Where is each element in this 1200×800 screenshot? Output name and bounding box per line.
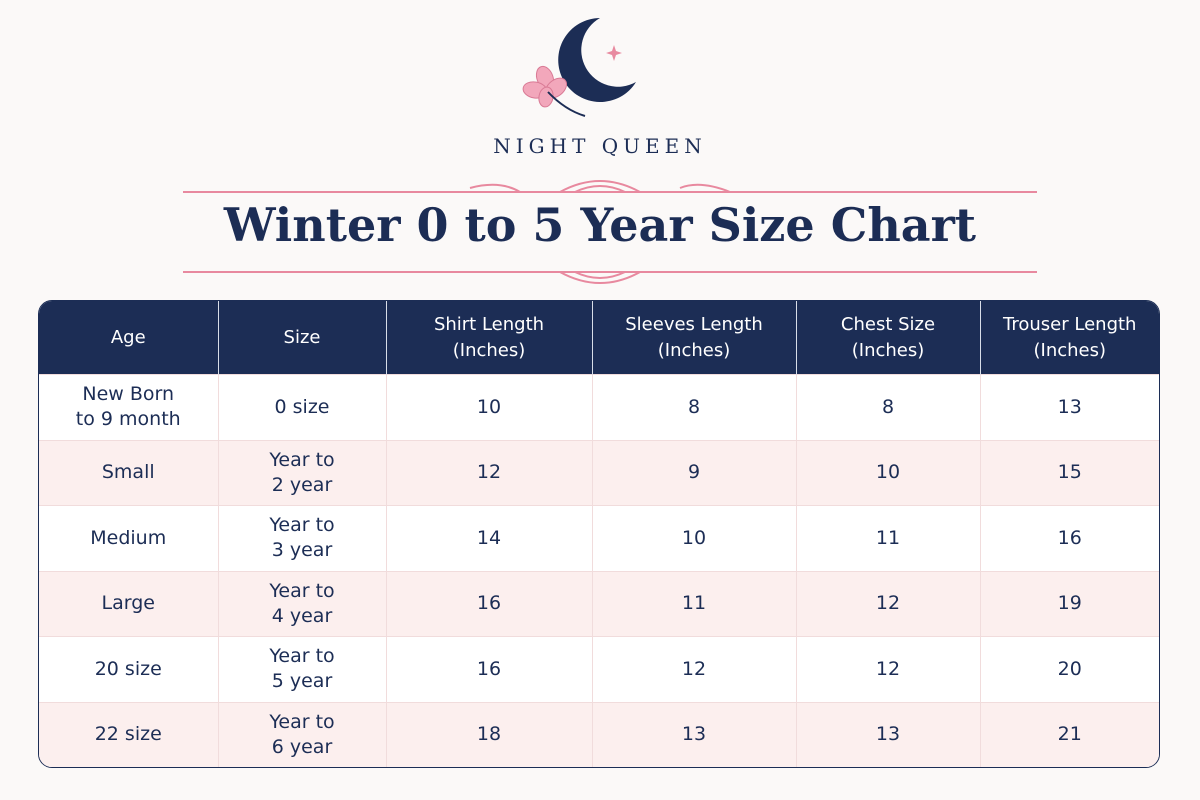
table-row: New Born to 9 month 0 size 10 8 8 13 <box>39 374 1159 441</box>
table-cell: 20 size <box>39 636 219 703</box>
table-cell: 18 <box>386 701 593 767</box>
table-cell: 16 <box>386 570 593 637</box>
table-cell: Year to 4 year <box>218 570 387 637</box>
table-cell: Medium <box>39 505 219 572</box>
table-cell: 8 <box>592 374 797 441</box>
table-cell: 10 <box>796 439 981 506</box>
table-cell: 11 <box>796 505 981 572</box>
flourish <box>559 271 641 284</box>
table-cell: 13 <box>592 701 797 767</box>
header-cell: Trouser Length (Inches) <box>980 301 1159 375</box>
table-cell: Year to 5 year <box>218 636 387 703</box>
table-cell: 11 <box>592 570 797 637</box>
table-cell: 22 size <box>39 701 219 767</box>
table-cell: 10 <box>592 505 797 572</box>
table-row: Medium Year to 3 year 14 10 11 16 <box>39 505 1159 572</box>
table-row: 22 size Year to 6 year 18 13 13 21 <box>39 701 1159 767</box>
table-cell: 12 <box>796 636 981 703</box>
star <box>606 45 622 61</box>
table-cell: New Born to 9 month <box>39 374 219 441</box>
table: Age Size Shirt Length (Inches) Sleeves Leng… <box>39 301 1159 767</box>
table-cell: 0 size <box>218 374 387 441</box>
header-row: Age Size Shirt Length (Inches) Sleeves Leng… <box>39 301 1159 375</box>
table-cell: Year to 3 year <box>218 505 387 572</box>
stem <box>547 91 586 117</box>
size-table: Age Size Shirt Length (Inches) Sleeves Leng… <box>38 300 1160 768</box>
flourish <box>469 180 731 193</box>
table-cell: 16 <box>386 636 593 703</box>
table-row: Large Year to 4 year 16 11 12 19 <box>39 570 1159 637</box>
table-cell: Year to 2 year <box>218 439 387 506</box>
table-cell: Year to 6 year <box>218 701 387 767</box>
header-cell: Sleeves Length (Inches) <box>592 301 797 375</box>
header-cell: Age <box>39 301 219 375</box>
table-body: New Born to 9 month 0 size 10 8 8 13 Small Year… <box>39 374 1159 767</box>
table-cell: 9 <box>592 439 797 506</box>
table-cell: 14 <box>386 505 593 572</box>
table-cell: 20 <box>980 636 1159 703</box>
table-cell: 10 <box>386 374 593 441</box>
table-cell: 13 <box>980 374 1159 441</box>
page-title: Winter 0 to 5 Year Size Chart <box>223 198 977 252</box>
table-cell: 13 <box>796 701 981 767</box>
table-cell: 19 <box>980 570 1159 637</box>
table-cell: 21 <box>980 701 1159 767</box>
table-row: 20 size Year to 5 year 16 12 12 20 <box>39 636 1159 703</box>
table-cell: Small <box>39 439 219 506</box>
table-row: Small Year to 2 year 12 9 10 15 <box>39 439 1159 506</box>
moon <box>558 18 636 102</box>
table-cell: 8 <box>796 374 981 441</box>
flower <box>522 65 568 108</box>
table-cell: 16 <box>980 505 1159 572</box>
ornaments <box>183 18 1037 284</box>
table-cell: Large <box>39 570 219 637</box>
table-cell: 12 <box>796 570 981 637</box>
table-cell: 12 <box>592 636 797 703</box>
header-cell: Shirt Length (Inches) <box>386 301 593 375</box>
header-cell: Chest Size (Inches) <box>796 301 981 375</box>
header-cell: Size <box>218 301 387 375</box>
table-cell: 15 <box>980 439 1159 506</box>
table-cell: 12 <box>386 439 593 506</box>
brand-name: NIGHT QUEEN <box>493 134 707 158</box>
